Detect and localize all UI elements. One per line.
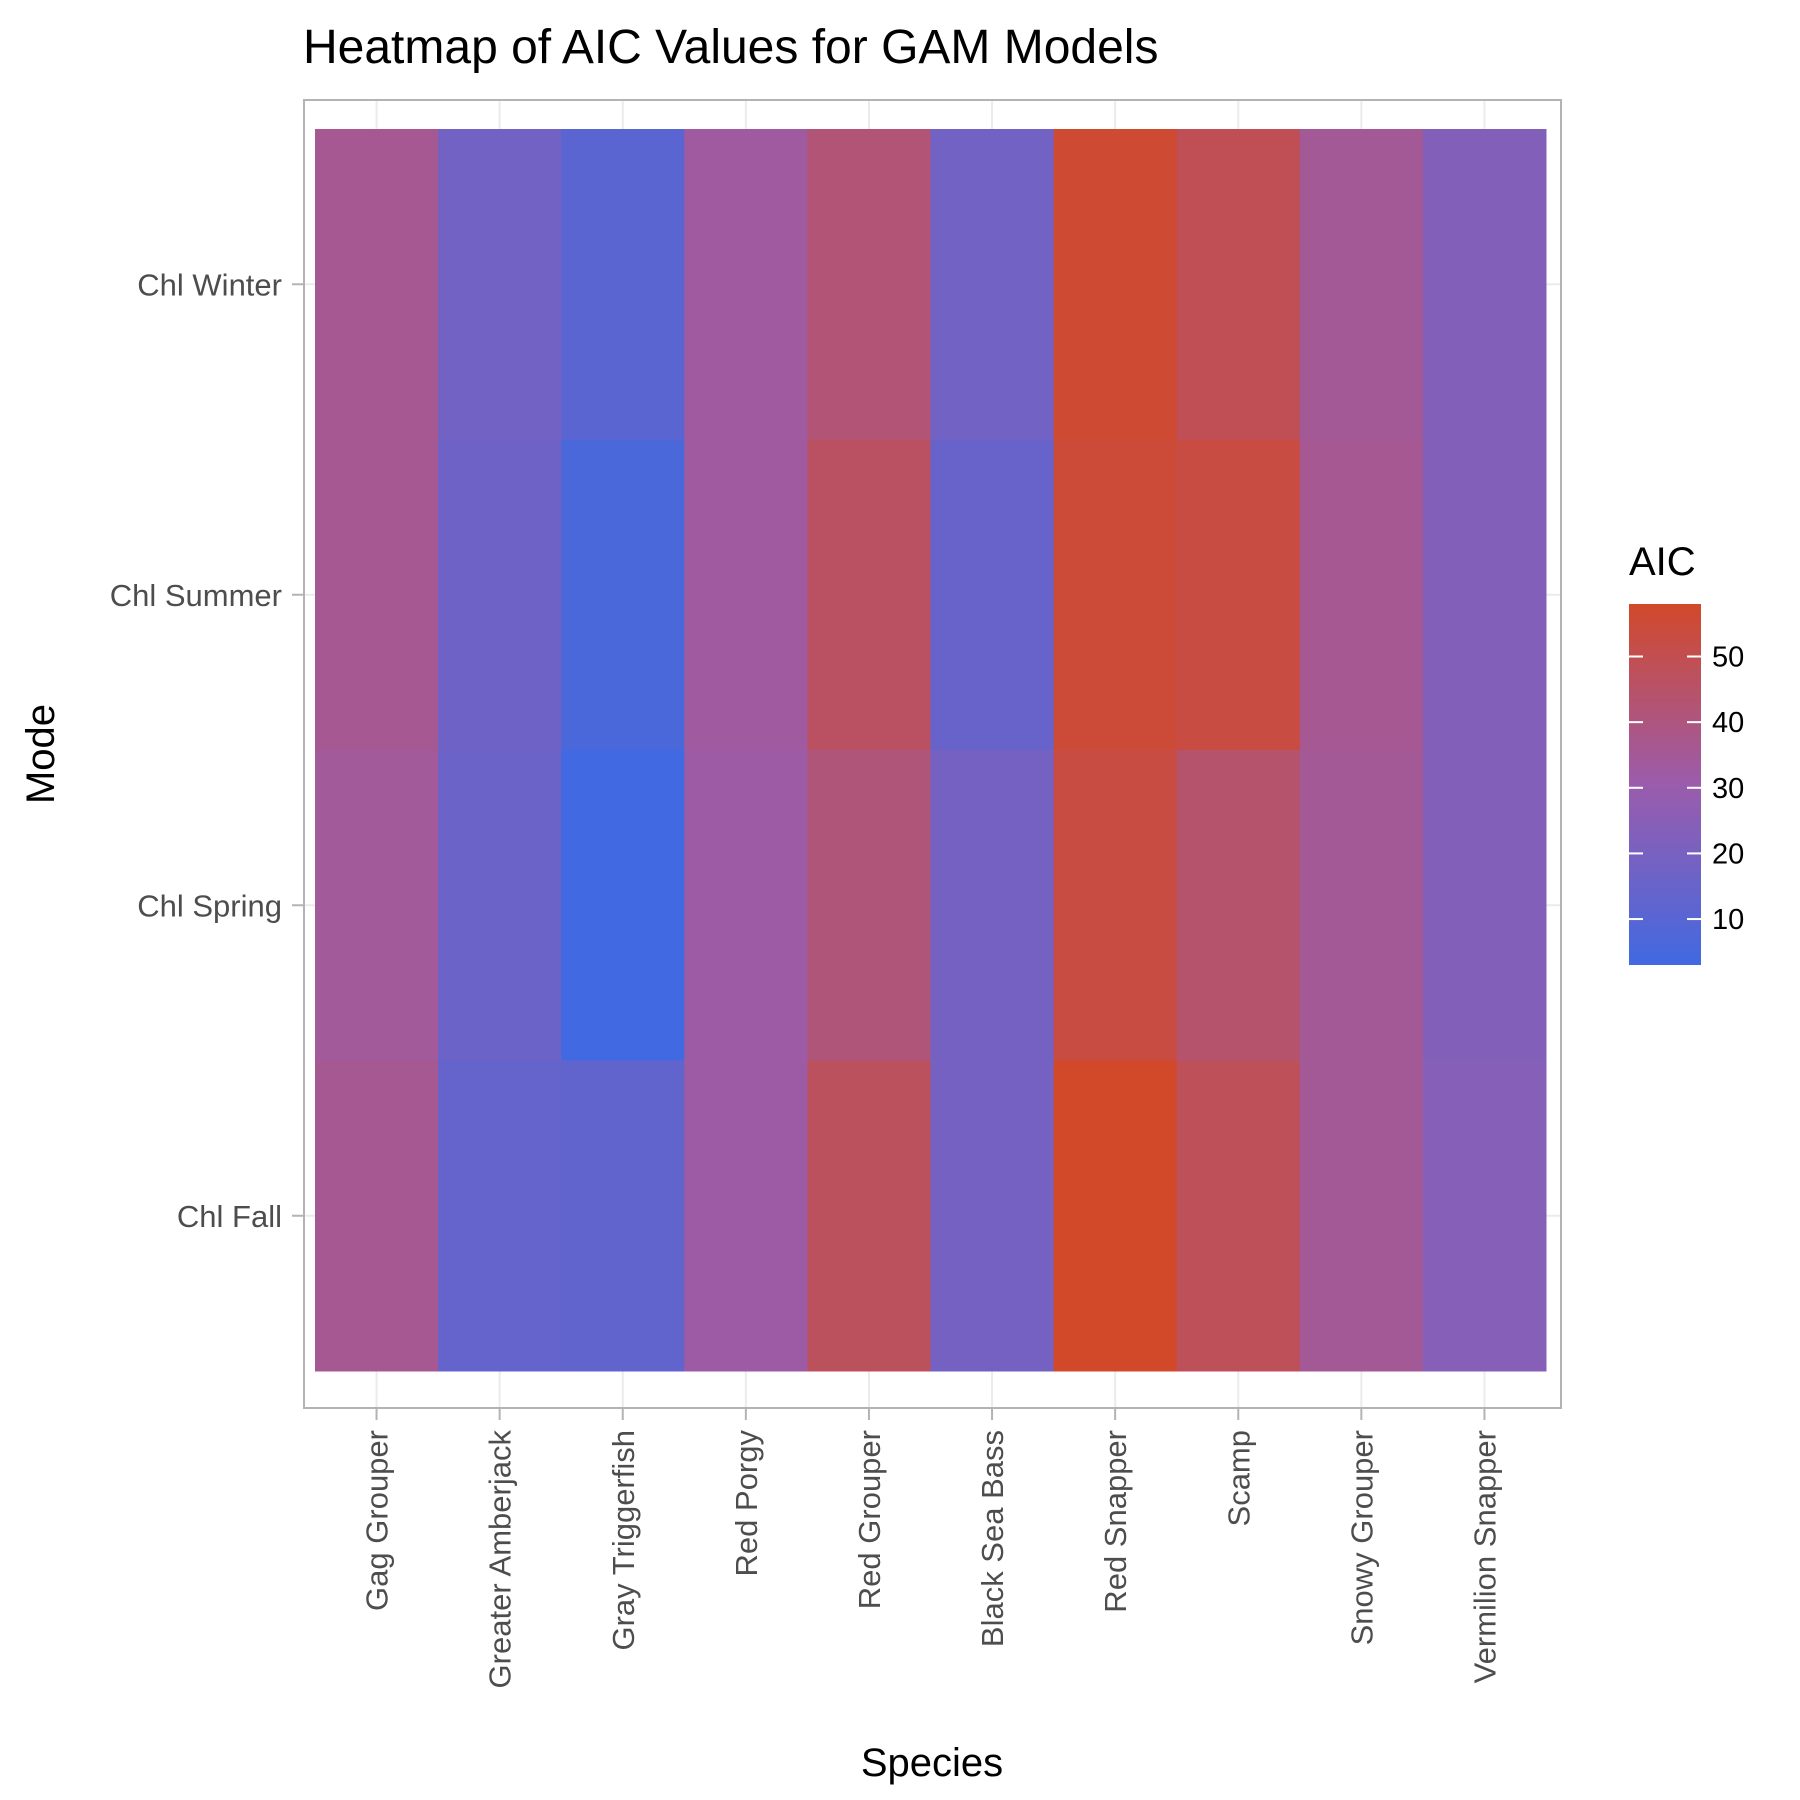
heatmap-cell-chl-summer-black-sea-bass: [930, 439, 1055, 751]
heatmap-cell-chl-fall-scamp: [1176, 1060, 1301, 1372]
heatmap-cell-chl-spring-gray-triggerfish: [561, 750, 685, 1061]
heatmap-cell-chl-winter-gag-grouper: [315, 129, 439, 440]
y-tick-label: Chl Spring: [137, 888, 282, 923]
legend-colorbar: [1629, 604, 1701, 965]
chart-title: Heatmap of AIC Values for GAM Models: [303, 21, 1158, 74]
heatmap-cell-chl-spring-scamp: [1176, 750, 1301, 1061]
heatmap-cell-chl-summer-red-grouper: [807, 439, 931, 751]
legend-tick-label: 10: [1712, 904, 1744, 936]
x-tick-label: Red Grouper: [852, 1430, 887, 1609]
y-axis: Chl Winter Chl Summer Chl Spring Chl Fall: [110, 267, 304, 1234]
heatmap-cell-chl-spring-snowy-grouper: [1299, 750, 1424, 1061]
heatmap-cell-chl-fall-gray-triggerfish: [561, 1060, 685, 1372]
heatmap-cell-chl-winter-scamp: [1176, 129, 1301, 440]
heatmap-cell-chl-fall-snowy-grouper: [1299, 1060, 1424, 1372]
legend-tick-label: 20: [1712, 838, 1744, 870]
heatmap-cell-chl-summer-red-porgy: [684, 439, 808, 751]
heatmap-cell-chl-winter-vermilion-snapper: [1422, 129, 1547, 440]
heatmap-cell-chl-summer-red-snapper: [1053, 439, 1178, 751]
x-tick-label: Snowy Grouper: [1344, 1430, 1379, 1645]
x-tick-label: Red Porgy: [729, 1430, 764, 1577]
y-tick-label: Chl Winter: [137, 267, 282, 302]
y-axis-title: Mode: [19, 704, 63, 804]
heatmap-cell-chl-fall-red-grouper: [807, 1060, 931, 1372]
x-tick-label: Greater Amberjack: [483, 1430, 518, 1689]
x-tick-label: Black Sea Bass: [975, 1430, 1010, 1647]
heatmap-cell-chl-fall-red-snapper: [1053, 1060, 1178, 1372]
legend-tick-label: 40: [1712, 707, 1744, 739]
heatmap-cell-chl-fall-gag-grouper: [315, 1060, 439, 1372]
heatmap-cell-chl-summer-greater-amberjack: [438, 439, 562, 751]
x-axis: Gag Grouper Greater Amberjack Gray Trigger…: [360, 1408, 1502, 1689]
x-axis-title: Species: [861, 1741, 1003, 1785]
x-tick-label: Vermilion Snapper: [1467, 1430, 1502, 1683]
heatmap-cell-chl-winter-red-grouper: [807, 129, 931, 440]
heatmap-cell-chl-winter-black-sea-bass: [930, 129, 1055, 440]
heatmap-cell-chl-fall-vermilion-snapper: [1422, 1060, 1547, 1372]
heatmap-cell-chl-fall-black-sea-bass: [930, 1060, 1055, 1372]
heatmap-cells: [315, 129, 1547, 1372]
legend-tick-label: 50: [1712, 642, 1744, 674]
panel-border: [303, 99, 1562, 1409]
heatmap-cell-chl-summer-snowy-grouper: [1299, 439, 1424, 751]
heatmap-cell-chl-winter-red-porgy: [684, 129, 808, 440]
x-tick-label: Red Snapper: [1098, 1430, 1133, 1613]
heatmap-cell-chl-winter-red-snapper: [1053, 129, 1178, 440]
legend-tick-label: 30: [1712, 773, 1744, 805]
heatmap-cell-chl-winter-gray-triggerfish: [561, 129, 685, 440]
heatmap-cell-chl-spring-gag-grouper: [315, 750, 439, 1061]
heatmap-cell-chl-winter-snowy-grouper: [1299, 129, 1424, 440]
legend: AIC 10 20 30 40 50: [1629, 540, 1744, 965]
heatmap-cell-chl-spring-red-grouper: [807, 750, 931, 1061]
heatmap-cell-chl-summer-vermilion-snapper: [1422, 439, 1547, 751]
x-tick-label: Gag Grouper: [360, 1430, 395, 1611]
heatmap-cell-chl-winter-greater-amberjack: [438, 129, 562, 440]
heatmap-cell-chl-spring-greater-amberjack: [438, 750, 562, 1061]
x-tick-label: Gray Triggerfish: [606, 1430, 641, 1651]
legend-ticks: 10 20 30 40 50: [1629, 642, 1744, 936]
heatmap-cell-chl-spring-red-porgy: [684, 750, 808, 1061]
heatmap-cell-chl-spring-vermilion-snapper: [1422, 750, 1547, 1061]
heatmap-cell-chl-fall-red-porgy: [684, 1060, 808, 1372]
heatmap-cell-chl-summer-gag-grouper: [315, 439, 439, 751]
heatmap-cell-chl-summer-scamp: [1176, 439, 1301, 751]
heatmap-cell-chl-spring-red-snapper: [1053, 750, 1178, 1061]
heatmap-cell-chl-fall-greater-amberjack: [438, 1060, 562, 1372]
legend-title: AIC: [1629, 540, 1696, 584]
heatmap-cell-chl-summer-gray-triggerfish: [561, 439, 685, 751]
heatmap-cell-chl-spring-black-sea-bass: [930, 750, 1055, 1061]
y-tick-label: Chl Summer: [110, 578, 282, 613]
plot-panel: [303, 99, 1562, 1409]
y-tick-label: Chl Fall: [177, 1199, 282, 1234]
x-tick-label: Scamp: [1221, 1430, 1256, 1526]
